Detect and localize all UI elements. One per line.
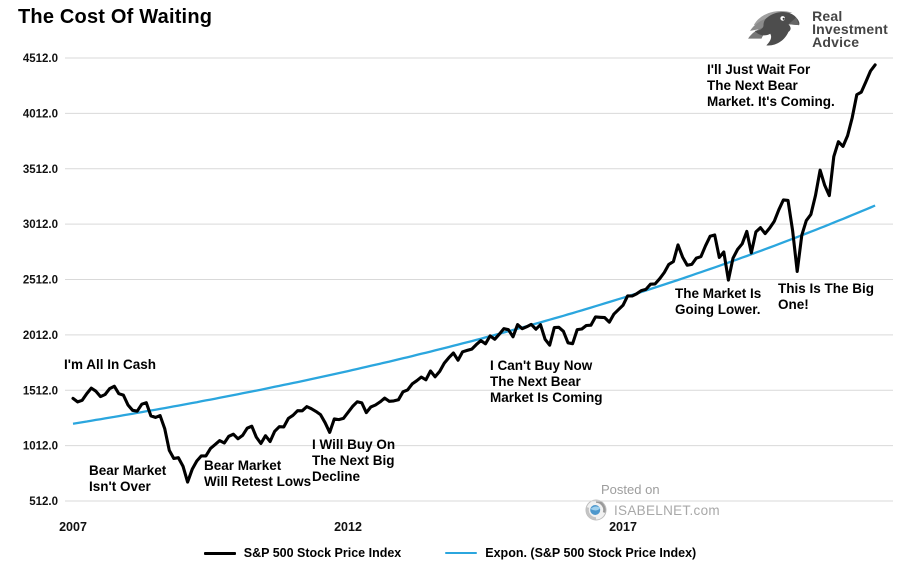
y-tick-label: 1012.0	[23, 441, 58, 453]
legend-item-expon: Expon. (S&P 500 Stock Price Index)	[445, 546, 696, 560]
eagle-icon	[748, 10, 800, 46]
expon-line-swatch	[445, 551, 478, 555]
chart-annotation: I'll Just Wait For The Next Bear Market.…	[707, 62, 835, 109]
legend-item-sp500: S&P 500 Stock Price Index	[203, 546, 402, 560]
y-tick-label: 2512.0	[23, 275, 58, 287]
brand-text: Real Investment Advice	[812, 7, 888, 50]
real-investment-advice-logo: Real Investment Advice	[744, 4, 888, 54]
chart-title: The Cost Of Waiting	[18, 6, 213, 28]
y-tick-label: 4512.0	[23, 53, 58, 65]
chart-annotation: The Market Is Going Lower.	[675, 286, 762, 317]
chart-annotation: Bear Market Isn't Over	[89, 463, 167, 494]
x-tick-label: 2007	[59, 520, 87, 534]
expon-trend-line	[72, 204, 876, 425]
y-tick-label: 3012.0	[23, 219, 58, 231]
chart-annotation: Bear Market Will Retest Lows	[204, 458, 312, 489]
y-tick-label: 1512.0	[23, 385, 58, 397]
watermark: Posted on ISABELNET.com	[585, 482, 720, 521]
isabelnet-icon	[585, 499, 607, 521]
sp500-line-swatch	[203, 551, 236, 555]
watermark-site: ISABELNET.com	[614, 502, 720, 518]
chart-legend: S&P 500 Stock Price Index Expon. (S&P 50…	[0, 546, 900, 560]
x-tick-label: 2017	[609, 520, 637, 534]
x-tick-label: 2012	[334, 520, 362, 534]
chart-annotation: I Can't Buy Now The Next Bear Market Is …	[490, 358, 603, 405]
y-tick-label: 512.0	[29, 496, 58, 508]
brand-line-2: Investment	[812, 20, 888, 37]
chart-annotation: I'm All In Cash	[64, 357, 156, 372]
brand-line-1: Real	[812, 7, 843, 24]
sp500-line	[71, 63, 877, 484]
legend-label-sp500: S&P 500 Stock Price Index	[243, 546, 402, 560]
y-tick-label: 2012.0	[23, 330, 58, 342]
y-tick-label: 3512.0	[23, 164, 58, 176]
y-tick-label: 4012.0	[23, 108, 58, 120]
brand-line-3: Advice	[812, 33, 860, 50]
legend-label-expon: Expon. (S&P 500 Stock Price Index)	[485, 546, 697, 560]
watermark-posted-on: Posted on	[601, 482, 660, 497]
chart-annotation: This Is The Big One!	[778, 281, 875, 312]
chart-annotation: I Will Buy On The Next Big Decline	[312, 437, 396, 484]
